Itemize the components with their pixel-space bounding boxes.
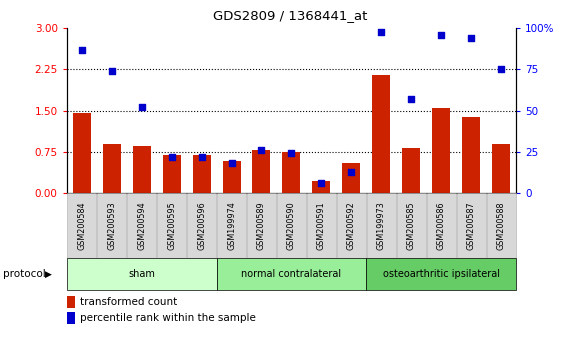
Text: ▶: ▶ bbox=[45, 270, 52, 279]
Bar bbox=[72, 113, 90, 193]
Text: GDS2809 / 1368441_at: GDS2809 / 1368441_at bbox=[213, 9, 367, 22]
Text: GSM200584: GSM200584 bbox=[77, 201, 86, 250]
Point bbox=[467, 35, 476, 41]
Text: GSM200593: GSM200593 bbox=[107, 201, 116, 250]
Text: GSM200588: GSM200588 bbox=[496, 201, 506, 250]
Text: percentile rank within the sample: percentile rank within the sample bbox=[80, 313, 256, 322]
Point bbox=[287, 150, 296, 156]
Bar bbox=[462, 117, 480, 193]
Text: GSM200595: GSM200595 bbox=[167, 201, 176, 250]
Point bbox=[257, 147, 266, 153]
Point bbox=[77, 47, 86, 52]
Bar bbox=[403, 148, 420, 193]
Text: sham: sham bbox=[128, 269, 155, 279]
Point bbox=[496, 67, 506, 72]
Text: normal contralateral: normal contralateral bbox=[241, 269, 342, 279]
Point bbox=[197, 154, 206, 160]
Bar bbox=[193, 154, 211, 193]
Point bbox=[137, 104, 146, 110]
Bar bbox=[103, 144, 121, 193]
Text: GSM200586: GSM200586 bbox=[437, 201, 446, 250]
Bar bbox=[223, 161, 241, 193]
Point bbox=[437, 32, 446, 38]
Text: GSM200596: GSM200596 bbox=[197, 201, 206, 250]
Point bbox=[227, 160, 236, 166]
Bar bbox=[282, 152, 300, 193]
Text: GSM200587: GSM200587 bbox=[467, 201, 476, 250]
Bar bbox=[342, 163, 360, 193]
Point bbox=[167, 154, 176, 160]
Bar bbox=[252, 150, 270, 193]
Point bbox=[407, 96, 416, 102]
Point bbox=[347, 169, 356, 175]
Bar bbox=[492, 144, 510, 193]
Bar bbox=[313, 181, 331, 193]
Bar bbox=[133, 146, 151, 193]
Point bbox=[317, 180, 326, 186]
Text: transformed count: transformed count bbox=[80, 297, 177, 307]
Text: GSM200591: GSM200591 bbox=[317, 201, 326, 250]
Text: GSM200590: GSM200590 bbox=[287, 201, 296, 250]
Text: osteoarthritic ipsilateral: osteoarthritic ipsilateral bbox=[383, 269, 500, 279]
Bar bbox=[162, 154, 180, 193]
Text: GSM199974: GSM199974 bbox=[227, 201, 236, 250]
Text: GSM200589: GSM200589 bbox=[257, 201, 266, 250]
Text: GSM199973: GSM199973 bbox=[377, 201, 386, 250]
Text: GSM200592: GSM200592 bbox=[347, 201, 356, 250]
Point bbox=[377, 29, 386, 34]
Bar bbox=[432, 108, 450, 193]
Text: GSM200594: GSM200594 bbox=[137, 201, 146, 250]
Text: protocol: protocol bbox=[3, 269, 46, 279]
Bar bbox=[372, 75, 390, 193]
Point bbox=[107, 68, 116, 74]
Text: GSM200585: GSM200585 bbox=[407, 201, 416, 250]
